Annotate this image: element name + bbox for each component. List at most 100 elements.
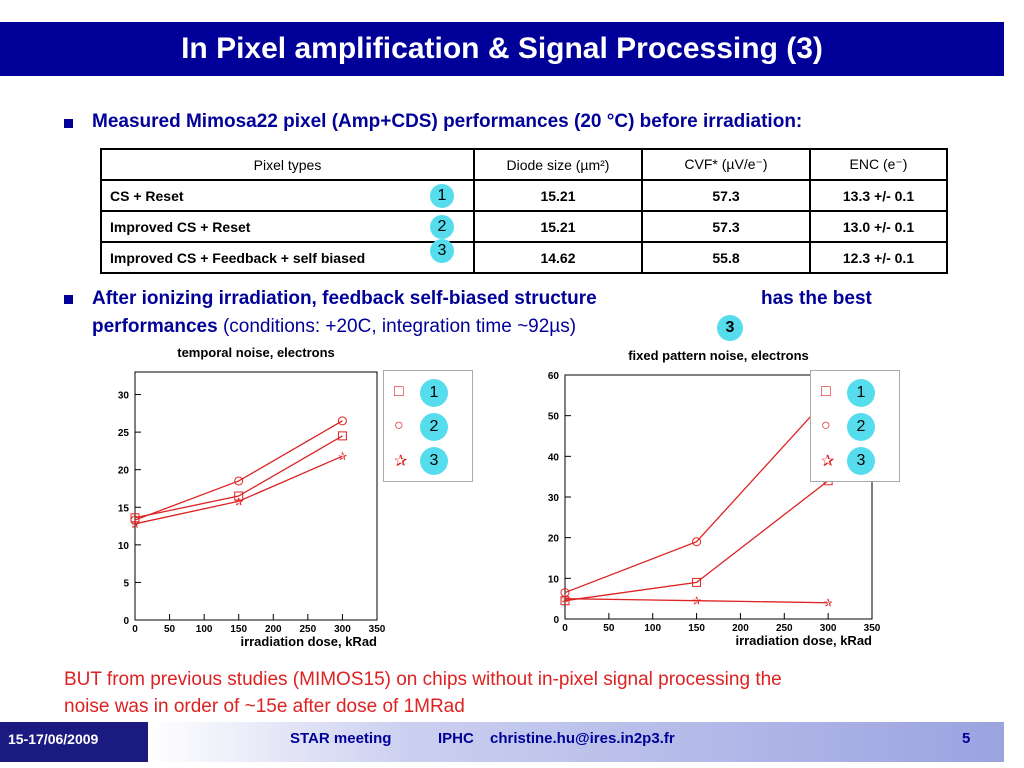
number-badge: 3 bbox=[717, 315, 743, 341]
x-axis-label: irradiation dose, kRad bbox=[240, 634, 377, 649]
legend-symbol-star: ✰ bbox=[821, 453, 835, 470]
table-cell: 57.3 bbox=[641, 179, 811, 212]
note-text: BUT from previous studies (MIMOS15) on c… bbox=[64, 666, 964, 720]
legend-badge: 3 bbox=[847, 447, 875, 475]
table-row: CS + Reset 1 15.21 57.3 13.3 +/- 0.1 bbox=[100, 179, 948, 212]
x-tick-label: 100 bbox=[196, 624, 213, 635]
data-point-star: ✰ bbox=[692, 595, 701, 608]
data-point-star: ✰ bbox=[824, 597, 833, 610]
bullet-text-1: Measured Mimosa22 pixel (Amp+CDS) perfor… bbox=[92, 111, 803, 132]
number-badge: 1 bbox=[430, 184, 454, 208]
table-header-cell: Pixel types bbox=[100, 148, 475, 181]
table-row: Improved CS + Feedback + self biased 3 1… bbox=[100, 239, 948, 274]
table-header-cell: CVF* (µV/e⁻) bbox=[641, 148, 811, 181]
bullet-marker bbox=[64, 119, 73, 128]
data-point-circle bbox=[234, 476, 244, 486]
y-tick-label: 10 bbox=[118, 541, 130, 552]
footer-email: christine.hu@ires.in2p3.fr bbox=[490, 730, 675, 747]
x-tick-label: 300 bbox=[334, 624, 351, 635]
x-tick-label: 100 bbox=[644, 623, 661, 634]
footer-date: 15-17/06/2009 bbox=[0, 722, 148, 762]
y-tick-label: 15 bbox=[118, 503, 130, 514]
data-point-star: ✰ bbox=[130, 518, 139, 531]
x-tick-label: 200 bbox=[732, 623, 749, 634]
y-tick-label: 60 bbox=[548, 371, 560, 382]
table-cell-name: Improved CS + Feedback + self biased 3 bbox=[100, 239, 475, 274]
x-tick-label: 150 bbox=[688, 623, 705, 634]
pixel-type-label: Improved CS + Feedback + self biased bbox=[110, 249, 366, 266]
x-tick-label: 0 bbox=[562, 623, 568, 634]
bullet-text-2b: has the best bbox=[761, 288, 872, 309]
legend-symbol-square: □ bbox=[394, 383, 404, 400]
chart-title: fixed pattern noise, electrons bbox=[628, 348, 809, 363]
chart-title: temporal noise, electrons bbox=[177, 345, 335, 360]
table-cell: 15.21 bbox=[473, 210, 643, 243]
legend-badge: 1 bbox=[420, 379, 448, 407]
y-tick-label: 20 bbox=[548, 534, 560, 545]
y-tick-label: 10 bbox=[548, 574, 560, 585]
y-tick-label: 30 bbox=[118, 391, 130, 402]
x-tick-label: 300 bbox=[820, 623, 837, 634]
pixel-type-label: Improved CS + Reset bbox=[110, 218, 251, 235]
legend-symbol-circle: ○ bbox=[821, 417, 831, 434]
series-line bbox=[134, 420, 343, 521]
footer-meeting: STAR meeting bbox=[290, 730, 392, 747]
plot-frame bbox=[134, 371, 378, 621]
series-line bbox=[134, 455, 343, 525]
x-tick-label: 250 bbox=[776, 623, 793, 634]
note-line: BUT from previous studies (MIMOS15) on c… bbox=[64, 669, 782, 690]
data-point-star: ✰ bbox=[338, 450, 347, 463]
x-axis-label: irradiation dose, kRad bbox=[735, 633, 872, 648]
bullet-text-2-normal: (conditions: +20C, integration time ~92µ… bbox=[217, 316, 577, 337]
x-tick-label: 250 bbox=[300, 624, 317, 635]
footer-bar bbox=[148, 722, 1004, 762]
data-point-circle bbox=[130, 515, 140, 525]
y-tick-label: 20 bbox=[118, 466, 130, 477]
series-line bbox=[564, 396, 829, 594]
table-cell: 13.0 +/- 0.1 bbox=[809, 210, 948, 243]
y-tick-label: 5 bbox=[123, 578, 129, 589]
number-badge: 3 bbox=[430, 239, 454, 263]
series-line bbox=[564, 598, 829, 604]
data-point-square bbox=[130, 513, 140, 523]
chart-legend: □ 1 ○ 2 ✰ 3 bbox=[383, 370, 473, 482]
bullet-marker bbox=[64, 295, 73, 304]
table-cell: 13.3 +/- 0.1 bbox=[809, 179, 948, 212]
footer-lab: IPHC bbox=[438, 730, 474, 747]
legend-badge: 3 bbox=[420, 447, 448, 475]
bullet-text-2-bold: performances bbox=[92, 316, 218, 337]
performance-table: Pixel types Diode size (µm²) CVF* (µV/e⁻… bbox=[100, 148, 948, 274]
series-line bbox=[134, 435, 343, 519]
table-cell: 55.8 bbox=[641, 241, 811, 274]
data-point-circle bbox=[337, 416, 347, 426]
legend-symbol-circle: ○ bbox=[394, 417, 404, 434]
y-tick-label: 30 bbox=[548, 493, 560, 504]
y-tick-label: 0 bbox=[123, 616, 129, 627]
chart-legend: □ 1 ○ 2 ✰ 3 bbox=[810, 370, 900, 482]
data-point-circle bbox=[560, 588, 570, 598]
table-cell-name: Improved CS + Reset 2 bbox=[100, 210, 475, 243]
table-cell: 12.3 +/- 0.1 bbox=[809, 241, 948, 274]
legend-symbol-star: ✰ bbox=[394, 453, 408, 470]
data-point-square bbox=[234, 491, 244, 501]
table-cell: 57.3 bbox=[641, 210, 811, 243]
legend-badge: 2 bbox=[420, 413, 448, 441]
table-cell-name: CS + Reset 1 bbox=[100, 179, 475, 212]
series-line bbox=[564, 480, 829, 602]
slide-title: In Pixel amplification & Signal Processi… bbox=[0, 22, 1004, 76]
legend-badge: 2 bbox=[847, 413, 875, 441]
table-header-row: Pixel types Diode size (µm²) CVF* (µV/e⁻… bbox=[100, 148, 948, 181]
table-header-cell: ENC (e⁻) bbox=[809, 148, 948, 181]
y-tick-label: 50 bbox=[548, 412, 560, 423]
x-tick-label: 50 bbox=[603, 623, 615, 634]
data-point-star: ✰ bbox=[560, 593, 569, 606]
x-tick-label: 350 bbox=[369, 624, 386, 635]
pixel-type-label: CS + Reset bbox=[110, 187, 184, 204]
data-point-square bbox=[337, 431, 347, 441]
number-badge: 2 bbox=[430, 215, 454, 239]
y-tick-label: 0 bbox=[553, 615, 559, 626]
table-cell: 15.21 bbox=[473, 179, 643, 212]
note-line: noise was in order of ~15e after dose of… bbox=[64, 696, 465, 717]
y-tick-label: 40 bbox=[548, 452, 560, 463]
